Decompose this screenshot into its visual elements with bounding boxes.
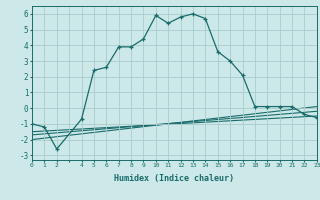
X-axis label: Humidex (Indice chaleur): Humidex (Indice chaleur) bbox=[115, 174, 234, 183]
